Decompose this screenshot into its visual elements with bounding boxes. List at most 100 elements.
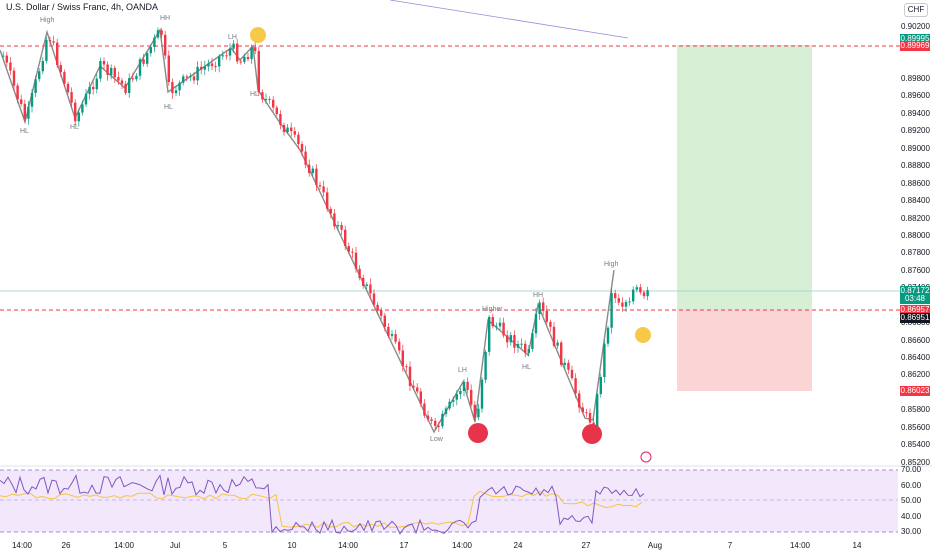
rsi-tick: 30.00 [901,527,922,536]
candle [84,93,88,105]
candle [297,134,300,145]
price-tick: 0.85600 [901,423,930,432]
time-tick: 27 [581,541,591,550]
candle [250,47,253,60]
candle [66,83,70,93]
candles [2,27,649,433]
candle [59,65,62,73]
candle [185,76,188,78]
entry-bottom-tag[interactable]: 0.86951 [900,313,930,323]
candle [214,66,217,68]
candle [156,30,160,38]
candle [423,403,426,416]
price-tick: 0.87800 [901,248,930,257]
candle [228,48,232,56]
candle [311,168,314,174]
label-hh: HH [533,292,544,299]
label-hl: HL [164,104,173,111]
candle [221,55,224,57]
stop-zone[interactable] [677,310,812,391]
candle [452,399,455,402]
candle [488,316,491,352]
candle [383,315,386,327]
label-higher: Higher [482,306,503,313]
entry-price-tag[interactable]: 0.86957 [900,305,930,315]
candle [45,40,48,61]
zigzag-line[interactable] [0,27,615,434]
candle [34,79,37,93]
candle [30,92,34,107]
price-tick: 0.86200 [901,370,930,379]
candle [380,310,383,316]
resistance-price-tag[interactable]: 0.89969 [900,41,930,51]
chart-title: U.S. Dollar / Swiss Franc, 4h, OANDA [6,2,159,12]
candle [585,412,588,414]
last-price-tag[interactable]: 0.87172 [900,286,930,296]
candle [524,343,527,353]
price-tick: 0.89600 [901,91,930,100]
candle [102,61,106,65]
candle [218,56,221,67]
rsi-ma-line [0,490,643,528]
price-tick: 0.85400 [901,440,930,449]
candle [398,341,401,351]
price-tick: 0.88800 [901,161,930,170]
target-price-tag[interactable]: 0.89995 [900,34,930,44]
candle [372,293,376,305]
candle [419,391,422,404]
stop-price-tag[interactable]: 0.86023 [900,386,930,396]
label-hh: HH [160,15,171,22]
candle [621,302,624,307]
price-tick: 0.90200 [901,22,930,31]
candle [563,362,566,365]
currency-selector[interactable]: CHF [904,3,928,17]
candle [416,387,419,392]
candle [315,168,318,186]
candle [279,114,282,126]
time-tick: Jul [169,541,181,550]
label-lh: LH [458,367,467,374]
target-zone[interactable] [677,45,812,310]
candle [131,78,134,80]
trend-line[interactable] [389,0,629,39]
price-tick: 0.85200 [901,458,930,467]
time-tick: 26 [61,541,71,550]
candle [520,343,523,345]
candle [516,343,520,348]
candle [531,333,534,349]
time-tick: 14:00 [451,541,473,550]
candle [174,90,178,94]
candle [142,59,145,64]
lightning-icon[interactable] [640,451,652,463]
time-tick: Aug [647,541,663,550]
candle [239,61,242,63]
candle [570,369,574,379]
candle [318,185,322,187]
candle [167,55,170,83]
candle [354,252,358,269]
candle [639,287,642,293]
candle [210,63,214,67]
rsi-line [0,474,645,535]
candle [333,213,336,227]
candle [236,43,239,62]
candle [243,56,246,62]
price-tick: 0.85800 [901,405,930,414]
candle [376,304,379,311]
candle [470,389,473,405]
candle [387,326,390,336]
candle [52,41,55,43]
candle [606,327,610,344]
candle [146,53,149,64]
candle [200,66,203,70]
candle [257,51,260,93]
candle [261,92,264,100]
candle [369,284,372,294]
time-tick: 14:00 [337,541,359,550]
rsi-tick: 40.00 [901,512,922,521]
rsi-pane[interactable] [0,470,898,532]
candle [77,112,80,122]
candle [322,186,325,193]
